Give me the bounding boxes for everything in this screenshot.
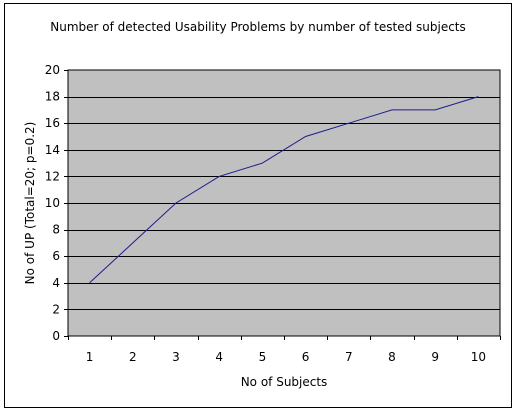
y-tick-label: 8 [52, 223, 60, 237]
x-tick-label: 4 [215, 350, 223, 364]
x-tick-label: 1 [86, 350, 94, 364]
y-axis-label: No of UP (Total=20; p=0.2) [23, 122, 37, 285]
chart-title: Number of detected Usability Problems by… [50, 20, 466, 34]
y-tick-label: 10 [45, 196, 60, 210]
y-tick-label: 12 [45, 169, 60, 183]
x-tick-label: 7 [345, 350, 353, 364]
y-tick-label: 14 [45, 143, 60, 157]
x-tick-label: 10 [471, 350, 486, 364]
x-tick-label: 5 [259, 350, 267, 364]
y-tick-label: 16 [45, 116, 60, 130]
y-tick-label: 2 [52, 302, 60, 316]
x-tick-label: 8 [388, 350, 396, 364]
y-tick-label: 20 [45, 63, 60, 77]
series-line [89, 96, 479, 284]
y-tick-label: 6 [52, 249, 60, 263]
y-tick-label: 0 [52, 329, 60, 343]
x-tick-label: 6 [302, 350, 310, 364]
x-tick-label: 2 [129, 350, 137, 364]
x-tick-label: 3 [172, 350, 180, 364]
y-tick-label: 18 [45, 90, 60, 104]
x-axis-label: No of Subjects [241, 375, 328, 389]
y-tick-label: 4 [52, 276, 60, 290]
x-tick-label: 9 [431, 350, 439, 364]
